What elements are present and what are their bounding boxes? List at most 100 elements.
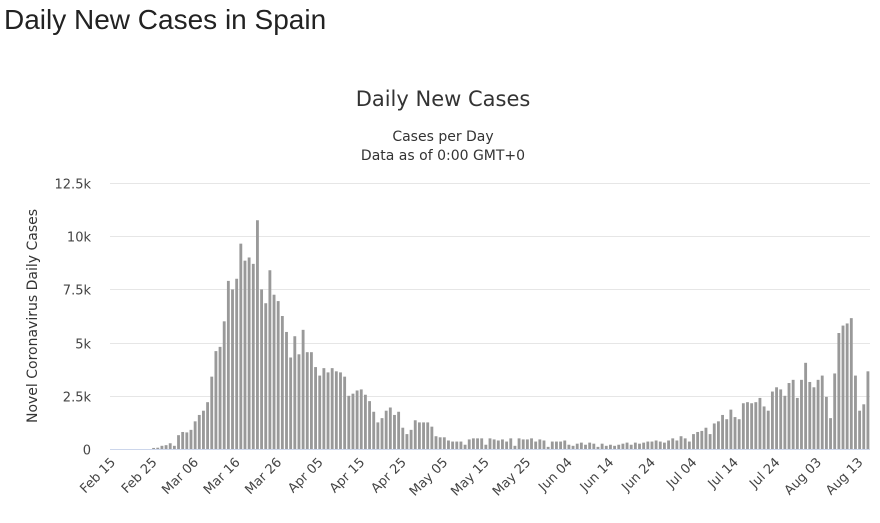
bar[interactable] — [820, 375, 824, 449]
bar[interactable] — [650, 441, 654, 449]
bar[interactable] — [480, 438, 484, 449]
bar[interactable] — [687, 441, 691, 449]
bar[interactable] — [272, 294, 276, 449]
bar[interactable] — [268, 270, 272, 449]
bar[interactable] — [368, 401, 371, 449]
bar[interactable] — [430, 426, 434, 449]
bar[interactable] — [355, 390, 359, 449]
bar[interactable] — [359, 389, 363, 449]
bar[interactable] — [393, 414, 396, 449]
bar[interactable] — [177, 435, 180, 449]
bar[interactable] — [247, 257, 251, 449]
bar[interactable] — [264, 303, 268, 449]
bar[interactable] — [692, 434, 695, 449]
bar[interactable] — [471, 438, 475, 449]
bar[interactable] — [297, 354, 301, 449]
bar[interactable] — [833, 373, 837, 449]
bar[interactable] — [438, 437, 442, 449]
bar[interactable] — [401, 427, 405, 449]
bar[interactable] — [243, 260, 247, 449]
bar[interactable] — [621, 443, 625, 449]
bar[interactable] — [405, 434, 409, 449]
bar[interactable] — [525, 439, 529, 449]
bar[interactable] — [600, 443, 604, 449]
bar[interactable] — [613, 445, 617, 449]
bar[interactable] — [347, 395, 351, 449]
bar[interactable] — [555, 441, 558, 449]
bar[interactable] — [629, 444, 633, 449]
bar[interactable] — [617, 444, 621, 449]
bar[interactable] — [488, 438, 492, 449]
bar[interactable] — [571, 445, 575, 449]
bar[interactable] — [808, 381, 812, 449]
bar[interactable] — [206, 402, 210, 449]
bar[interactable] — [604, 445, 608, 449]
bar[interactable] — [222, 321, 226, 449]
bar[interactable] — [422, 422, 425, 449]
bar[interactable] — [716, 421, 720, 449]
bar[interactable] — [779, 389, 783, 449]
bar[interactable] — [866, 371, 870, 449]
bar[interactable] — [712, 423, 716, 449]
bar[interactable] — [729, 409, 733, 449]
bar[interactable] — [858, 410, 862, 449]
bar[interactable] — [496, 440, 500, 449]
bar[interactable] — [829, 418, 832, 449]
bar[interactable] — [733, 417, 737, 449]
bar[interactable] — [260, 289, 264, 449]
bar[interactable] — [280, 316, 284, 449]
bar[interactable] — [837, 333, 841, 449]
bar[interactable] — [339, 372, 342, 449]
bar[interactable] — [791, 379, 795, 449]
bar[interactable] — [758, 397, 762, 449]
bar[interactable] — [584, 444, 587, 449]
bar[interactable] — [235, 278, 239, 449]
bar[interactable] — [455, 441, 459, 449]
bar[interactable] — [202, 410, 205, 449]
bar[interactable] — [737, 419, 741, 449]
bar[interactable] — [231, 289, 234, 449]
bar[interactable] — [679, 436, 683, 449]
bar[interactable] — [334, 371, 338, 449]
bar[interactable] — [546, 446, 550, 449]
bar[interactable] — [849, 318, 853, 449]
bar[interactable] — [683, 438, 687, 449]
bar[interactable] — [538, 439, 542, 449]
bar[interactable] — [509, 438, 513, 449]
bar[interactable] — [276, 301, 280, 449]
bar[interactable] — [579, 442, 583, 449]
bar[interactable] — [168, 443, 172, 449]
bar[interactable] — [384, 410, 388, 449]
bar[interactable] — [534, 441, 538, 449]
bar[interactable] — [625, 442, 629, 449]
bar[interactable] — [530, 438, 533, 449]
bar[interactable] — [804, 362, 808, 449]
bar[interactable] — [517, 438, 521, 449]
bar[interactable] — [164, 445, 168, 449]
bar[interactable] — [783, 395, 787, 449]
bar[interactable] — [575, 443, 579, 449]
bar[interactable] — [459, 441, 463, 449]
bar[interactable] — [750, 403, 754, 449]
bar[interactable] — [854, 375, 857, 449]
bar[interactable] — [646, 441, 650, 449]
bar[interactable] — [152, 447, 156, 449]
bar[interactable] — [588, 442, 592, 449]
bar[interactable] — [542, 440, 546, 449]
bar[interactable] — [285, 331, 288, 449]
bar[interactable] — [417, 422, 421, 449]
bar[interactable] — [388, 407, 392, 450]
bar[interactable] — [309, 352, 313, 449]
bar[interactable] — [845, 323, 849, 449]
bar[interactable] — [816, 379, 820, 449]
bar[interactable] — [413, 420, 417, 449]
bar[interactable] — [567, 444, 571, 449]
bar[interactable] — [156, 447, 160, 449]
bar[interactable] — [305, 352, 309, 449]
bar[interactable] — [675, 440, 679, 449]
bar[interactable] — [343, 376, 347, 449]
bar[interactable] — [434, 436, 438, 449]
bar[interactable] — [521, 439, 525, 449]
bar[interactable] — [667, 440, 670, 449]
bar[interactable] — [492, 439, 496, 449]
